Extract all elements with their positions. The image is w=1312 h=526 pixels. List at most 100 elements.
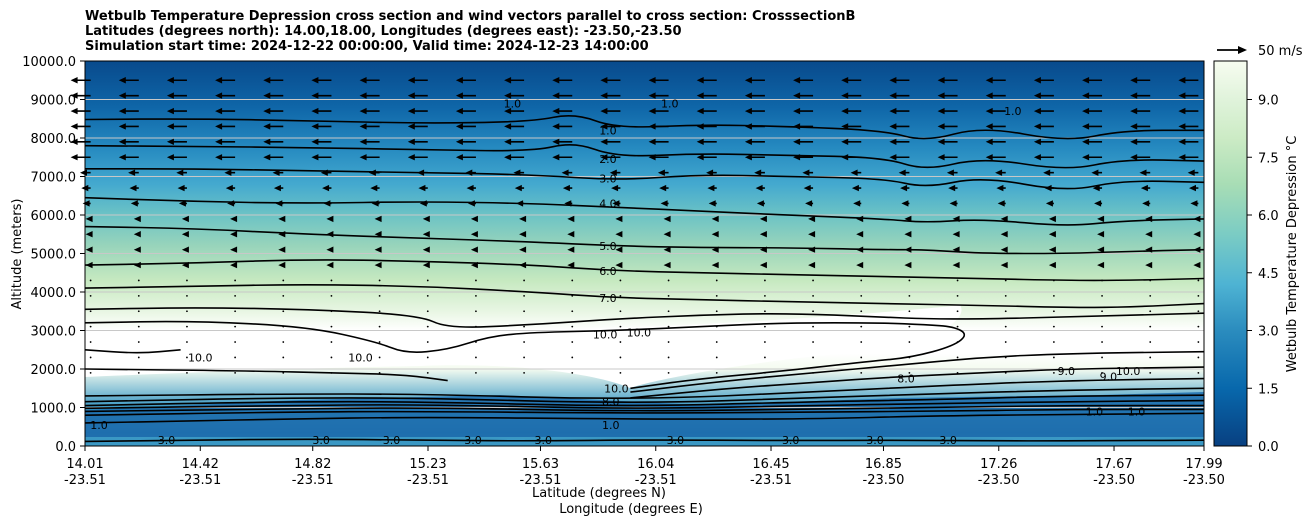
wind-vector-head: [808, 261, 816, 269]
wind-vector-head: [841, 123, 849, 130]
wind-vector-head: [70, 154, 78, 161]
wind-vector: [426, 356, 429, 359]
wind-vector-head: [1048, 231, 1056, 238]
wind-vector-head: [519, 246, 527, 253]
contour-line: [630, 350, 1205, 393]
wind-vector-head: [567, 261, 575, 269]
wind-vector: [89, 371, 92, 374]
wind-vector-head: [612, 200, 620, 207]
wind-vector-head: [263, 138, 271, 145]
contour-line: [84, 438, 1205, 443]
wind-vector-head: [889, 154, 897, 161]
wind-vector-head: [808, 215, 816, 223]
contour-label: 3.0: [383, 434, 401, 447]
x-tick-label-lat: 14.82: [294, 457, 331, 472]
wind-vector: [1149, 371, 1152, 374]
wind-vector: [667, 371, 670, 374]
wind-vector: [1052, 294, 1055, 297]
wind-vector: [1004, 294, 1007, 297]
wind-vector-head: [900, 184, 908, 192]
wind-vector: [523, 356, 525, 359]
y-tick-label: 2000.0: [31, 363, 77, 378]
wind-vector-head: [504, 138, 512, 145]
wind-vector: [1197, 341, 1200, 343]
wind-vector-head: [711, 215, 719, 223]
wind-vector-head: [1082, 77, 1090, 84]
wind-vector-head: [1000, 246, 1008, 253]
wind-vector: [186, 371, 188, 374]
wind-vector-head: [466, 184, 474, 192]
contour-line: [84, 412, 1205, 424]
wind-vector: [1197, 325, 1200, 328]
wind-vector: [908, 310, 911, 313]
wind-vector-head: [889, 138, 897, 145]
x-tick-label-lon: -23.51: [292, 473, 334, 488]
wind-vector-head: [1033, 123, 1041, 130]
wind-vector-head: [744, 154, 752, 161]
contour-label: 10.0: [593, 328, 618, 341]
wind-vector: [812, 356, 814, 359]
x-tick-label-lat: 16.04: [637, 457, 674, 472]
wind-vector: [1197, 310, 1200, 313]
wind-vector-head: [600, 107, 608, 115]
wind-vector-head: [985, 123, 993, 130]
wind-vector-head: [1130, 107, 1138, 115]
wind-vector-head: [514, 184, 522, 192]
wind-vector-head: [600, 77, 608, 84]
wind-vector-field: [70, 77, 1201, 374]
wind-vector-head: [272, 169, 280, 176]
wind-vector-head: [1178, 123, 1186, 130]
wind-vector: [282, 356, 285, 359]
wind-vector-head: [359, 92, 367, 99]
wind-vector-head: [359, 154, 367, 161]
wind-vector-head: [1140, 184, 1148, 192]
wind-vector-head: [230, 261, 238, 269]
wind-vector: [137, 279, 140, 282]
wind-vector: [523, 294, 525, 297]
wind-vector-head: [552, 154, 560, 161]
wind-vector-head: [853, 200, 861, 207]
wind-vector-head: [1000, 261, 1008, 269]
wind-vector: [523, 371, 525, 374]
wind-vector: [715, 310, 718, 313]
wind-vector-head: [660, 200, 668, 207]
wind-vector-head: [562, 184, 570, 192]
wind-vector-head: [82, 200, 90, 207]
wind-vector-head: [793, 107, 801, 115]
wind-vector-head: [263, 92, 271, 99]
contour-line: [84, 349, 181, 354]
wind-vector-head: [552, 123, 560, 130]
wind-vector: [282, 310, 285, 313]
wind-vector-head: [181, 231, 189, 238]
wind-vector-head: [1082, 107, 1090, 115]
contour-label: 10.0: [188, 351, 213, 364]
wind-vector-head: [311, 92, 319, 99]
chart-title: Wetbulb Temperature Depression cross sec…: [85, 9, 855, 54]
wind-vector-head: [696, 154, 704, 161]
y-tick-label: 0.0: [55, 440, 76, 455]
wind-vector: [186, 341, 188, 343]
contour-line: [630, 366, 1205, 399]
wind-vector-head: [615, 215, 623, 223]
wind-vector: [523, 341, 525, 343]
contour-line: [84, 284, 1205, 309]
x-tick-label-lon: -23.51: [64, 473, 106, 488]
wind-vector: [475, 294, 477, 297]
wind-vector-head: [1139, 169, 1147, 176]
wind-vector-head: [805, 200, 813, 207]
wind-vector-head: [230, 215, 238, 223]
wind-vector: [475, 279, 477, 282]
wind-vector-head: [696, 92, 704, 99]
wind-vector-head: [744, 92, 752, 99]
wind-vector-head: [648, 92, 656, 99]
wind-vector: [1004, 279, 1007, 282]
wind-vector: [908, 341, 911, 343]
wind-vector: [619, 356, 622, 359]
contour-label: 2.0: [599, 153, 617, 166]
wind-vector-head: [600, 92, 608, 99]
wind-vector-head: [996, 184, 1004, 192]
wind-vector: [1052, 341, 1055, 343]
wind-vector-head: [552, 77, 560, 84]
wind-vector-head: [841, 92, 849, 99]
wind-vector: [234, 279, 237, 282]
